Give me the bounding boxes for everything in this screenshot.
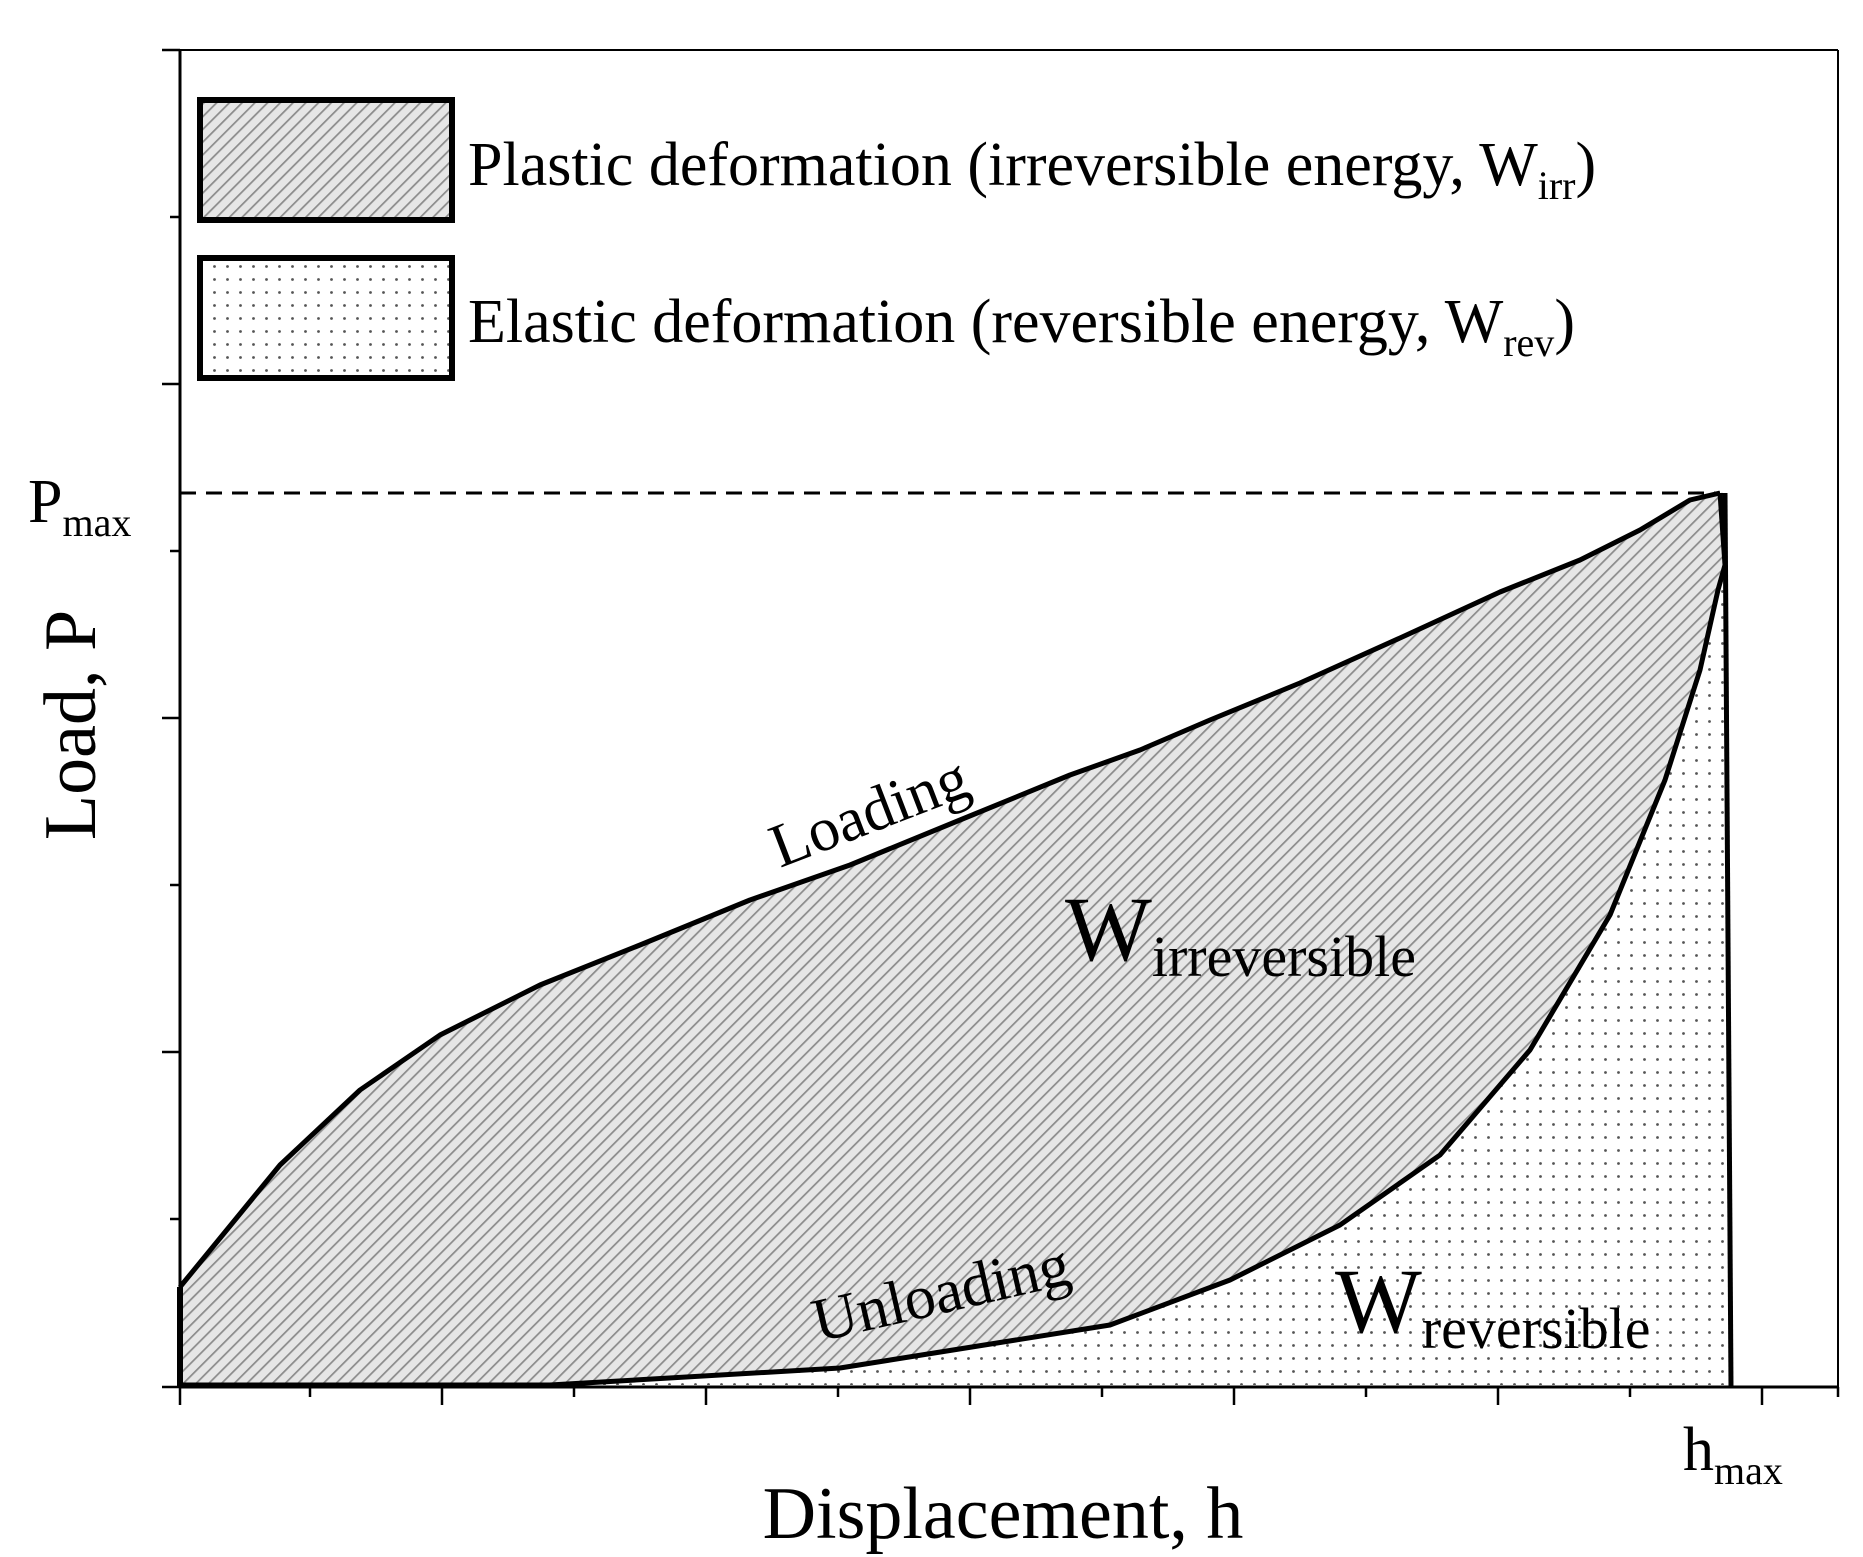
x-axis-ticks bbox=[178, 1387, 1840, 1405]
hmax-drop-line bbox=[1722, 492, 1734, 1388]
legend-elastic-sub: rev bbox=[1503, 320, 1554, 365]
unloading-curve bbox=[180, 564, 1728, 1388]
w-reversible-label: Wreversible bbox=[1335, 1250, 1651, 1361]
x-axis-title: Displacement, h bbox=[763, 1473, 1244, 1555]
hmax-label: hmax bbox=[1683, 1416, 1783, 1493]
loading-curve bbox=[178, 490, 1721, 1289]
legend-swatch-elastic bbox=[197, 255, 455, 381]
w-irreversible-label: Wirreversible bbox=[1065, 878, 1416, 989]
y-axis-title: Load, P bbox=[30, 610, 112, 840]
y-axis-ticks bbox=[162, 48, 180, 1389]
legend-label-elastic: Elastic deformation (reversible energy, … bbox=[468, 288, 1575, 365]
legend-plastic-sub: irr bbox=[1538, 163, 1576, 208]
legend-label-plastic: Plastic deformation (irreversible energy… bbox=[468, 131, 1596, 208]
irreversible-region bbox=[180, 493, 1725, 1385]
reversible-region bbox=[550, 565, 1731, 1385]
legend-swatch-plastic bbox=[197, 97, 455, 223]
pmax-label: Pmax bbox=[28, 468, 131, 545]
